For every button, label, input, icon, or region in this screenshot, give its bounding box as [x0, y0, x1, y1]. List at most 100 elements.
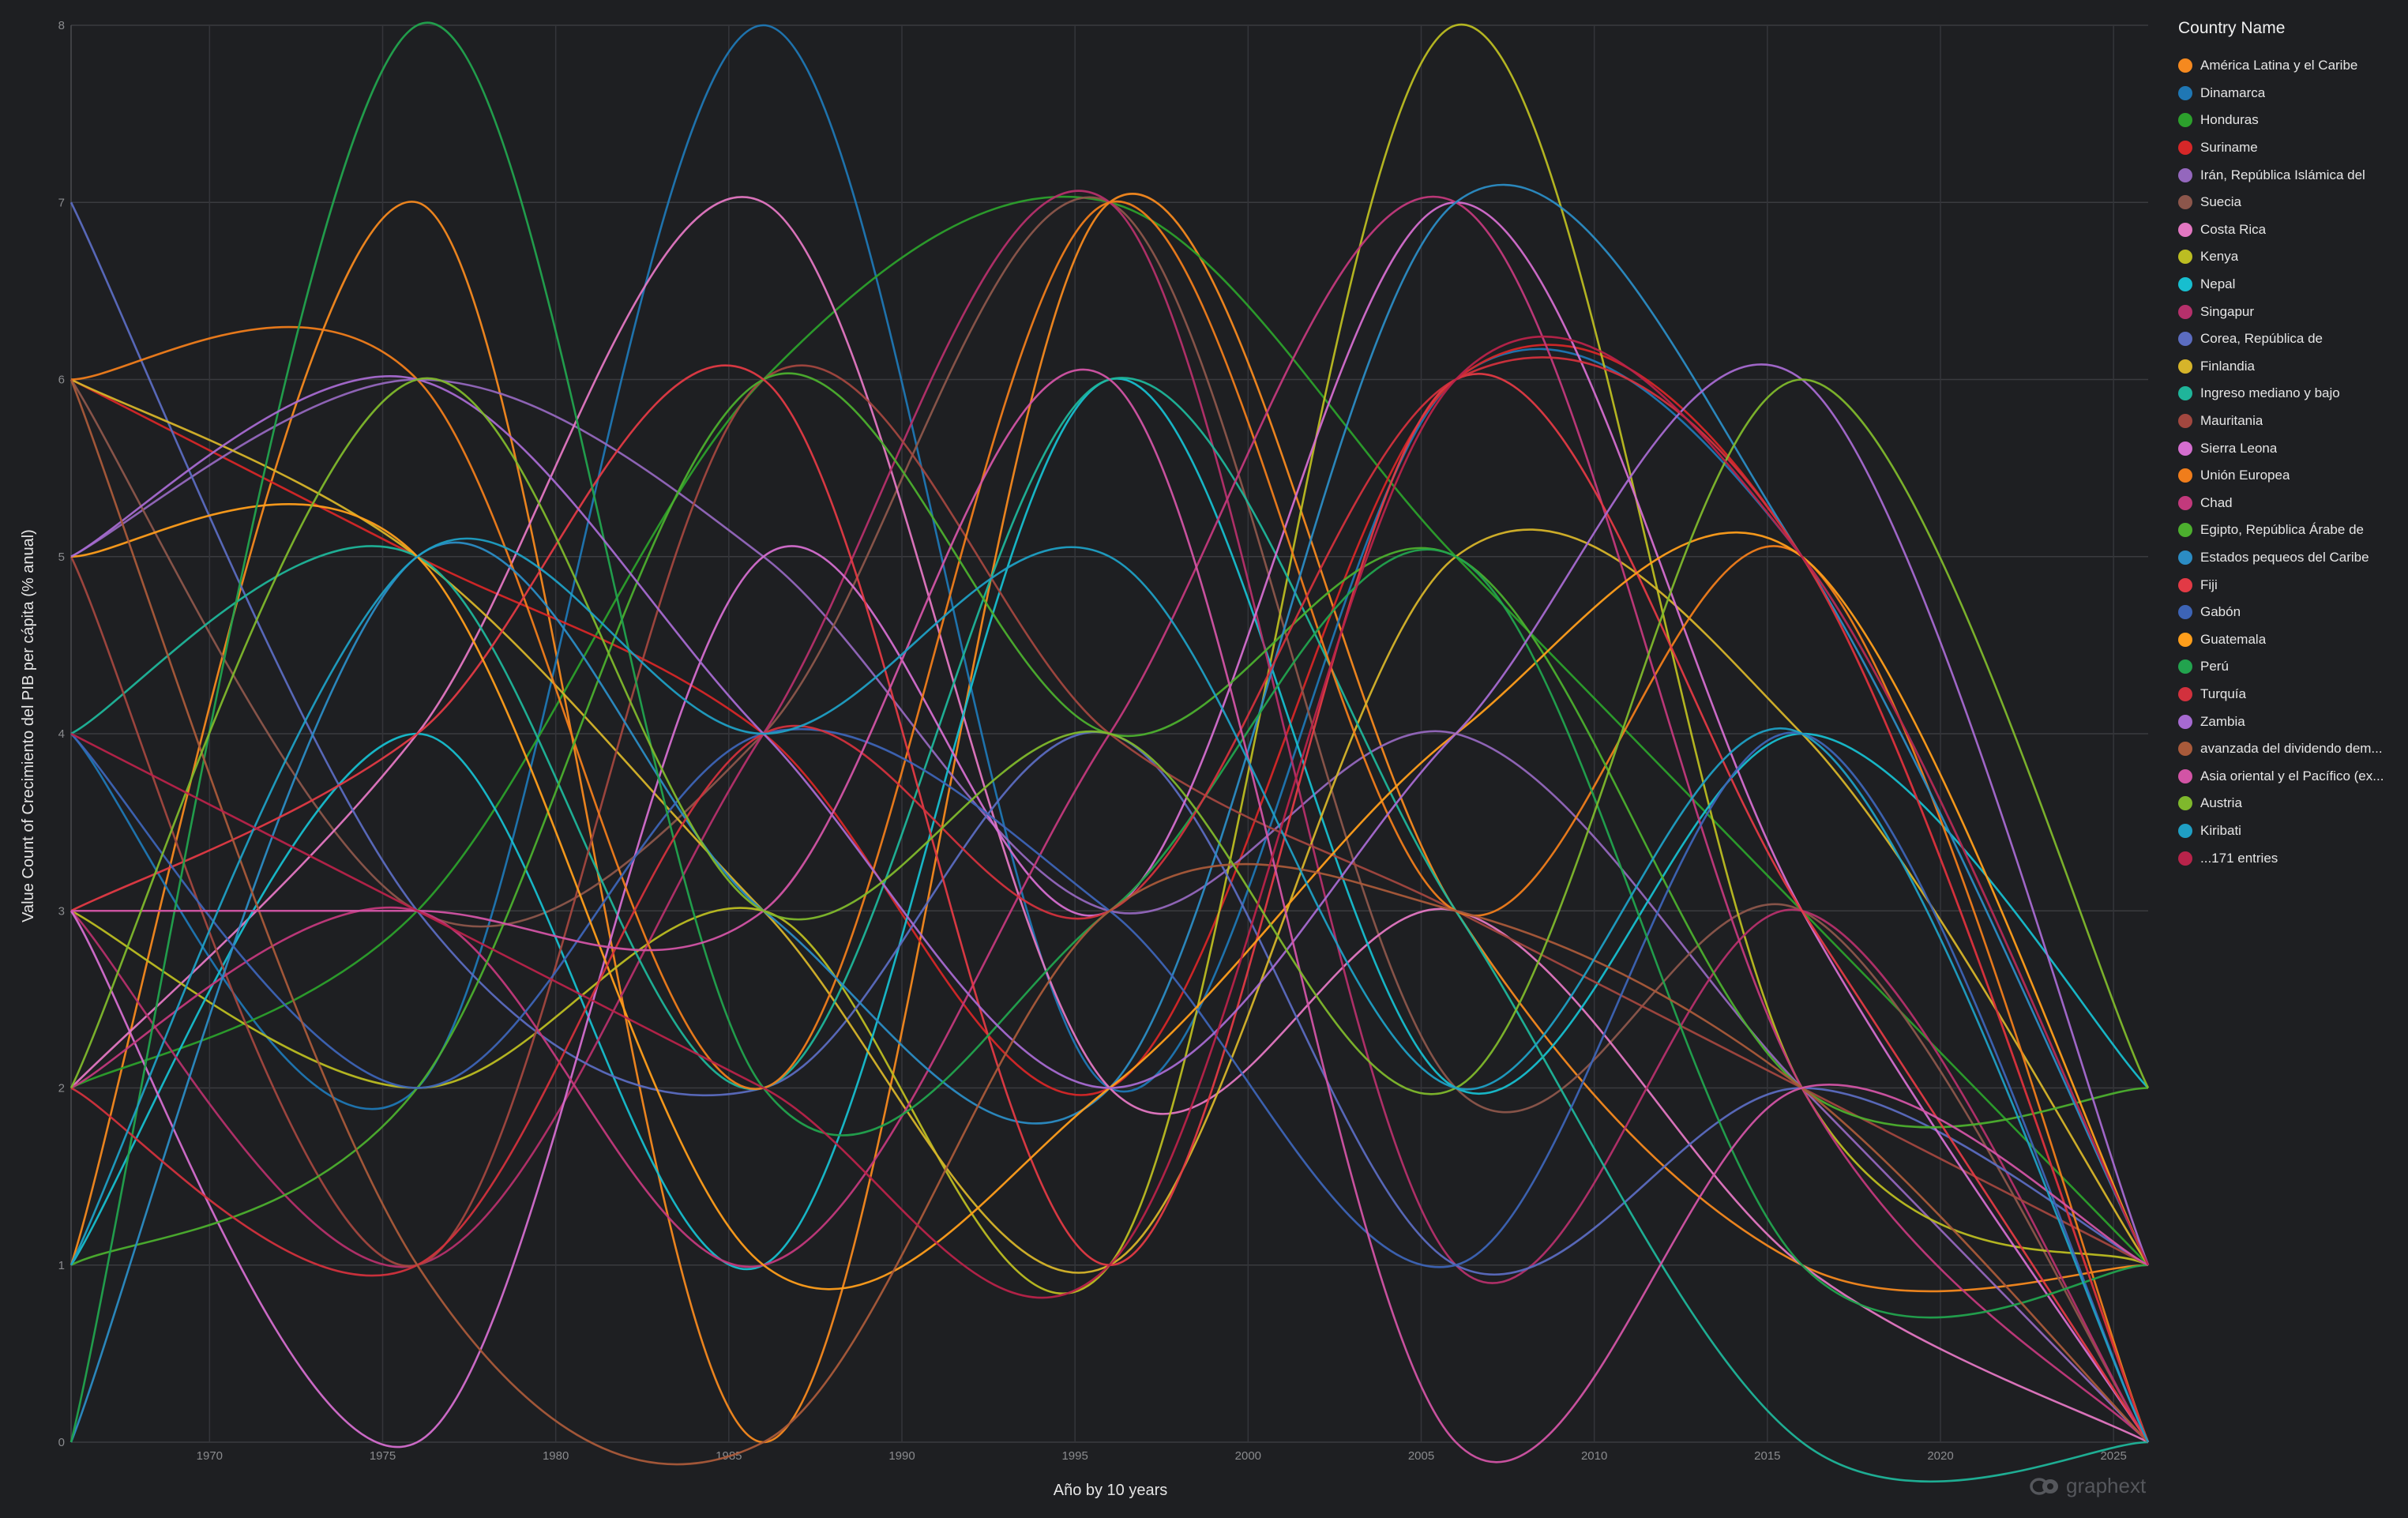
- brand-logo: graphext: [2030, 1474, 2146, 1498]
- series-line-peru[interactable]: [69, 21, 2149, 1443]
- x-tick-label: 2005: [1408, 1449, 1434, 1463]
- legend-swatch-icon: [2178, 85, 2192, 100]
- legend-item[interactable]: avanzada del dividendo dem...: [2178, 735, 2399, 763]
- x-tick-label: 2010: [1581, 1449, 1607, 1463]
- legend-item[interactable]: Turquía: [2178, 681, 2399, 708]
- legend-swatch-icon: [2178, 851, 2192, 866]
- legend-item[interactable]: Dinamarca: [2178, 80, 2399, 107]
- legend-item[interactable]: Singapur: [2178, 298, 2399, 325]
- legend-label: Corea, República de: [2200, 331, 2323, 347]
- legend-label: ...171 entries: [2200, 850, 2278, 866]
- legend-item[interactable]: Zambia: [2178, 708, 2399, 735]
- legend-label: Unión Europea: [2200, 468, 2290, 483]
- series-line-chad[interactable]: [70, 195, 2149, 1443]
- legend-label: Kiribati: [2200, 822, 2241, 838]
- series-line-singapur[interactable]: [70, 190, 2150, 1443]
- series-line-ingreso-mediano-y-bajo[interactable]: [70, 377, 2149, 1483]
- legend-item[interactable]: Asia oriental y el Pacífico (ex...: [2178, 762, 2399, 790]
- x-tick-label: 2020: [1927, 1449, 1953, 1463]
- legend-swatch-icon: [2178, 632, 2192, 647]
- y-tick-label: 5: [58, 550, 65, 564]
- legend-label: Gabón: [2200, 604, 2241, 620]
- legend-item[interactable]: Estados pequeos del Caribe: [2178, 544, 2399, 572]
- legend-swatch-icon: [2178, 605, 2192, 620]
- series-line-zambia[interactable]: [70, 363, 2150, 1266]
- legend-label: Egipto, República Árabe de: [2200, 522, 2364, 538]
- legend-item[interactable]: Fiji: [2178, 571, 2399, 599]
- y-tick-label: 1: [58, 1259, 65, 1272]
- x-tick-label: 2000: [1235, 1449, 1261, 1463]
- legend-label: Kenya: [2200, 249, 2239, 265]
- legend-item[interactable]: Egipto, República Árabe de: [2178, 517, 2399, 544]
- x-axis-title: Año by 10 years: [1054, 1482, 1168, 1499]
- legend-item[interactable]: Corea, República de: [2178, 325, 2399, 353]
- legend-label: Irán, República Islámica del: [2200, 167, 2365, 182]
- series-line-costa-rica[interactable]: [70, 196, 2149, 1444]
- x-tick-label: 1970: [197, 1449, 223, 1463]
- legend-title: Country Name: [2178, 19, 2286, 37]
- legend-label: América Latina y el Caribe: [2200, 58, 2358, 73]
- y-axis-ticks: 0 1 2 3 4 5 6 7 8: [58, 19, 65, 1449]
- legend-item[interactable]: Suriname: [2178, 134, 2399, 162]
- series-line-nepal[interactable]: [69, 378, 2149, 1270]
- series-line-kiribati[interactable]: [69, 537, 2150, 1443]
- legend-item[interactable]: Honduras: [2178, 107, 2399, 134]
- legend-swatch-icon: [2178, 659, 2192, 674]
- legend-label: Finlandia: [2200, 358, 2255, 374]
- legend-swatch-icon: [2178, 823, 2192, 838]
- legend-label: Costa Rica: [2200, 221, 2267, 237]
- legend-item[interactable]: Costa Rica: [2178, 216, 2399, 244]
- legend-item[interactable]: Nepal: [2178, 271, 2399, 299]
- y-axis-title: Value Count of Crecimiento del PIB per c…: [20, 529, 37, 922]
- legend-item[interactable]: ...171 entries: [2178, 844, 2399, 872]
- legend-label: Zambia: [2200, 713, 2245, 729]
- series-line-kenya[interactable]: [70, 24, 2149, 1294]
- legend-swatch-icon: [2178, 222, 2192, 237]
- y-tick-label: 4: [58, 727, 65, 741]
- x-tick-label: 1975: [370, 1449, 396, 1463]
- legend-label: Chad: [2200, 494, 2233, 510]
- series-line-gabon[interactable]: [70, 728, 2150, 1443]
- legend-item[interactable]: América Latina y el Caribe: [2178, 52, 2399, 80]
- y-tick-label: 2: [58, 1082, 65, 1095]
- legend-item[interactable]: Irán, República Islámica del: [2178, 161, 2399, 189]
- legend-item[interactable]: Guatemala: [2178, 626, 2399, 653]
- series-line-asia-oriental-y-el-pacifico-ex[interactable]: [71, 369, 2149, 1464]
- legend-swatch-icon: [2178, 714, 2192, 729]
- series-line-fiji[interactable]: [70, 364, 2150, 1443]
- legend-label: Sierra Leona: [2200, 440, 2278, 456]
- legend-item[interactable]: Kiribati: [2178, 817, 2399, 845]
- legend-item[interactable]: Sierra Leona: [2178, 434, 2399, 462]
- legend-item[interactable]: Perú: [2178, 653, 2399, 681]
- legend-swatch-icon: [2178, 195, 2192, 210]
- legend-item[interactable]: Austria: [2178, 790, 2399, 817]
- y-tick-label: 0: [58, 1436, 65, 1449]
- legend-label: Fiji: [2200, 577, 2218, 592]
- legend-swatch-icon: [2178, 414, 2192, 429]
- legend-swatch-icon: [2178, 113, 2192, 128]
- legend-swatch-icon: [2178, 577, 2192, 592]
- series-line-mauritania[interactable]: [69, 364, 2149, 1268]
- series-line-america-latina-y-el-caribe[interactable]: [69, 193, 2149, 1444]
- legend-item[interactable]: Mauritania: [2178, 408, 2399, 435]
- series-line-finlandia[interactable]: [70, 378, 2150, 1274]
- legend-label: avanzada del dividendo dem...: [2200, 741, 2383, 757]
- legend-item[interactable]: Chad: [2178, 490, 2399, 517]
- legend-item[interactable]: Unión Europea: [2178, 462, 2399, 490]
- legend-label: Nepal: [2200, 276, 2236, 292]
- x-tick-label: 1990: [888, 1449, 915, 1463]
- legend-item[interactable]: Gabón: [2178, 599, 2399, 626]
- x-tick-label: 2015: [1754, 1449, 1780, 1463]
- series-line-171-entries[interactable]: [70, 335, 2150, 1299]
- legend-swatch-icon: [2178, 332, 2192, 347]
- series-line-austria[interactable]: [69, 377, 2150, 1095]
- legend-item[interactable]: Kenya: [2178, 243, 2399, 271]
- legend-item[interactable]: Suecia: [2178, 189, 2399, 216]
- legend-item[interactable]: Finlandia: [2178, 353, 2399, 381]
- series-line-turquia[interactable]: [70, 356, 2150, 1443]
- series-line-egipto-republica-arabe-de[interactable]: [70, 372, 2149, 1266]
- legend-item[interactable]: Ingreso mediano y bajo: [2178, 380, 2399, 408]
- x-axis-ticks: 1970 1975 1980 1985 1990 1995 2000 2005 2010 2015…: [197, 1449, 2127, 1463]
- legend-items: América Latina y el Caribe Dinamarca Hondu…: [2178, 52, 2399, 872]
